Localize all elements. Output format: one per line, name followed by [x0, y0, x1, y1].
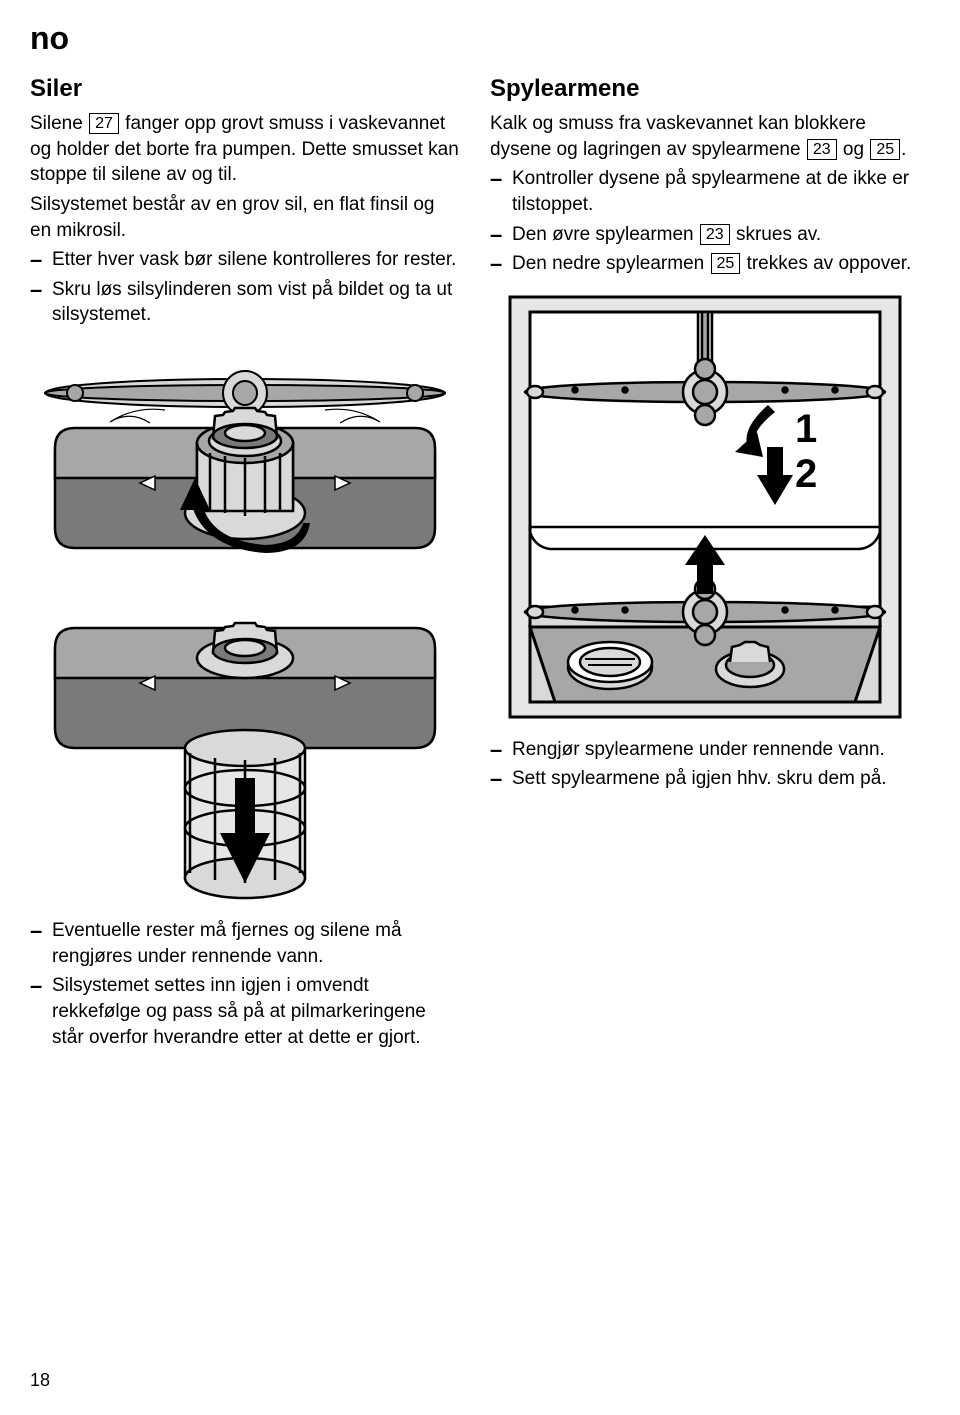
- txt: trekkes av oppover.: [741, 253, 911, 274]
- txt: Silene: [30, 113, 88, 134]
- spylearmene-bullets-bottom: Rengjør spylearmene under rennende vann.…: [490, 737, 920, 792]
- right-column: Spylearmene Kalk og smuss fra vaskevanne…: [490, 75, 920, 1054]
- left-column: Siler Silene 27 fanger opp grovt smuss i…: [30, 75, 460, 1054]
- bullet: Den øvre spylearmen 23 skrues av.: [490, 222, 920, 248]
- bullet: Sett spylearmene på igjen hhv. skru dem …: [490, 766, 920, 792]
- ref-23b: 23: [700, 224, 730, 245]
- ref-27: 27: [89, 113, 119, 134]
- ref-23a: 23: [807, 139, 837, 160]
- siler-intro: Silene 27 fanger opp grovt smuss i vaske…: [30, 111, 460, 188]
- dishwasher-interior-illustration: 1 2: [490, 287, 920, 727]
- spylearmene-bullets-top: Kontroller dysene på spylearmene at de i…: [490, 166, 920, 277]
- siler-bullets-top: Etter hver vask bør silene kontrolleres …: [30, 247, 460, 328]
- bullet: Etter hver vask bør silene kontrolleres …: [30, 247, 460, 273]
- bullet: Rengjør spylearmene under rennende vann.: [490, 737, 920, 763]
- siler-intro2: Silsystemet består av en grov sil, en fl…: [30, 192, 460, 243]
- bullet: Skru løs silsylinderen som vist på bilde…: [30, 277, 460, 328]
- spylearmene-intro: Kalk og smuss fra vaskevannet kan blokke…: [490, 111, 920, 162]
- txt: Den øvre spylearmen: [512, 224, 699, 245]
- txt: .: [901, 139, 906, 160]
- filter-unscrew-illustration: [30, 338, 460, 588]
- filter-remove-illustration: [30, 598, 460, 908]
- siler-heading: Siler: [30, 75, 460, 103]
- spylearmene-heading: Spylearmene: [490, 75, 920, 103]
- ref-25b: 25: [711, 253, 741, 274]
- page-number: 18: [30, 1370, 50, 1391]
- bullet: Silsystemet settes inn igjen i omvendt r…: [30, 973, 460, 1050]
- bullet: Eventuelle rester må fjernes og silene m…: [30, 918, 460, 969]
- bullet: Den nedre spylearmen 25 trekkes av oppov…: [490, 251, 920, 277]
- language-code: no: [30, 20, 920, 57]
- step-1-label: 1: [795, 407, 817, 451]
- ref-25a: 25: [870, 139, 900, 160]
- txt: Den nedre spylearmen: [512, 253, 710, 274]
- step-2-label: 2: [795, 452, 817, 496]
- txt: skrues av.: [731, 224, 821, 245]
- siler-bullets-bottom: Eventuelle rester må fjernes og silene m…: [30, 918, 460, 1050]
- txt: og: [838, 139, 870, 160]
- bullet: Kontroller dysene på spylearmene at de i…: [490, 166, 920, 217]
